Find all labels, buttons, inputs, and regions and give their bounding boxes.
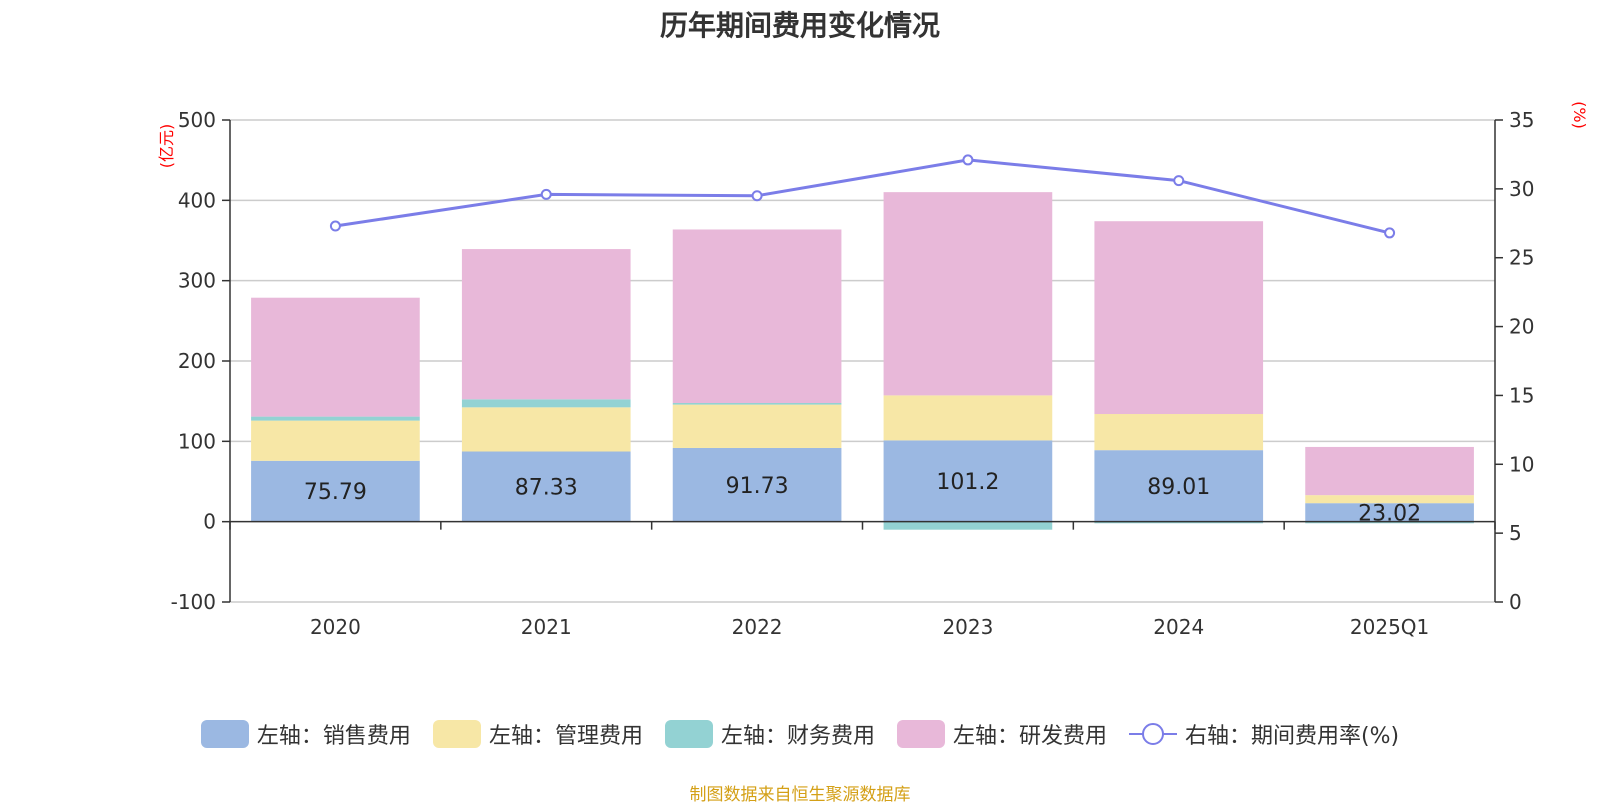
bar-segment (251, 460, 420, 522)
legend: 左轴：销售费用 左轴：管理费用 左轴：财务费用 左轴：研发费用 右轴：期间费用率(%) (0, 718, 1600, 750)
x-axis-tick-label: 2022 (732, 615, 783, 639)
right-axis-tick-label: 15 (1509, 383, 1534, 407)
rate-point (751, 190, 763, 202)
bar-segment (1094, 450, 1264, 522)
left-axis-tick-label: 400 (178, 188, 216, 212)
source-note: 制图数据来自恒生聚源数据库 (689, 785, 911, 805)
bar-segment (1305, 521, 1474, 524)
axes: -100 0 100 200 300 400 500 0 5 10 15 20 25 30 35 2020 20… (171, 108, 1535, 639)
rate-line (335, 158, 1390, 235)
grid-lines (230, 119, 1495, 603)
bar-segment (883, 521, 1053, 530)
chart-plot: -100 0 100 200 300 400 500 0 5 10 15 20 25 30 35 2020 20… (157, 101, 1589, 639)
bar-segment (1305, 446, 1474, 496)
line-series (329, 154, 1396, 239)
legend-item[interactable]: 右轴：期间费用率(%) (1128, 718, 1400, 750)
right-axis-tick-label: 10 (1509, 452, 1534, 476)
left-axis-tick-label: 200 (178, 349, 216, 373)
bar-segment (883, 395, 1053, 441)
rate-point (329, 220, 341, 232)
bar-segment (672, 404, 842, 448)
rate-point (540, 188, 552, 200)
rate-point (1173, 175, 1185, 187)
bar-series (251, 192, 1474, 530)
bar-segment (672, 229, 842, 403)
legend-label: 左轴：管理费用 (488, 724, 643, 749)
legend-label: 左轴：研发费用 (952, 724, 1107, 749)
legend-item[interactable]: 左轴：研发费用 (896, 718, 1107, 750)
bar-segment (461, 451, 631, 522)
legend-label: 右轴：期间费用率(%) (1184, 724, 1400, 749)
x-axis-tick-label: 2021 (521, 615, 572, 639)
legend-swatch (1128, 720, 1177, 748)
legend-item[interactable]: 左轴：销售费用 (200, 718, 411, 750)
left-axis-tick-label: 100 (178, 429, 216, 453)
rate-point (962, 154, 974, 166)
legend-item[interactable]: 左轴：管理费用 (432, 718, 643, 750)
bar-segment (1094, 414, 1264, 451)
bar-data-label: 87.33 (515, 476, 578, 501)
bar-segment (1094, 221, 1264, 415)
bar-segment (883, 192, 1053, 396)
x-axis-tick-label: 2024 (1153, 615, 1204, 639)
bar-data-label: 23.02 (1358, 501, 1421, 526)
legend-swatch (664, 720, 713, 748)
bar-segment (1094, 521, 1264, 524)
chart-title: 历年期间费用变化情况 (659, 9, 940, 42)
right-axis-tick-label: 30 (1509, 177, 1534, 201)
bar-segment (251, 416, 420, 421)
bar-segment (461, 407, 631, 452)
right-axis-tick-label: 20 (1509, 315, 1534, 339)
bar-segment (461, 399, 631, 408)
right-axis-tick-label: 35 (1509, 108, 1534, 132)
x-axis-tick-label: 2020 (310, 615, 361, 639)
bar-data-label: 89.01 (1147, 475, 1210, 500)
legend-label: 左轴：财务费用 (720, 724, 875, 749)
bar-segment (461, 249, 631, 400)
bar-segment (1305, 495, 1474, 504)
bar-segment (1305, 503, 1474, 522)
right-axis-tick-label: 0 (1509, 590, 1522, 614)
right-axis-tick-label: 25 (1509, 246, 1534, 270)
right-axis-unit: (%) (1570, 101, 1589, 129)
left-axis-unit: (亿元) (157, 124, 176, 169)
left-axis-tick-label: 300 (178, 269, 216, 293)
left-axis-tick-label: 0 (203, 510, 216, 534)
bar-segment (251, 297, 420, 417)
x-axis-tick-label: 2025Q1 (1350, 615, 1429, 639)
legend-label: 左轴：销售费用 (256, 724, 411, 749)
legend-swatch (896, 720, 945, 748)
bar-data-label: 101.2 (936, 470, 999, 495)
bar-data-label: 91.73 (726, 474, 789, 499)
bar-segment (672, 447, 842, 522)
bar-segment (883, 440, 1053, 522)
right-axis-tick-label: 5 (1509, 521, 1522, 545)
legend-swatch (432, 720, 481, 748)
left-axis-tick-label: 500 (178, 108, 216, 132)
bar-segment (251, 420, 420, 461)
data-labels: 75.79 87.33 91.73 101.2 89.01 23.02 (304, 470, 1421, 526)
left-axis-tick-label: -100 (171, 590, 216, 614)
legend-swatch (200, 720, 249, 748)
bar-segment (672, 402, 842, 405)
bar-data-label: 75.79 (304, 480, 367, 505)
x-axis-tick-label: 2023 (942, 615, 993, 639)
legend-item[interactable]: 左轴：财务费用 (664, 718, 875, 750)
rate-point (1384, 227, 1396, 239)
